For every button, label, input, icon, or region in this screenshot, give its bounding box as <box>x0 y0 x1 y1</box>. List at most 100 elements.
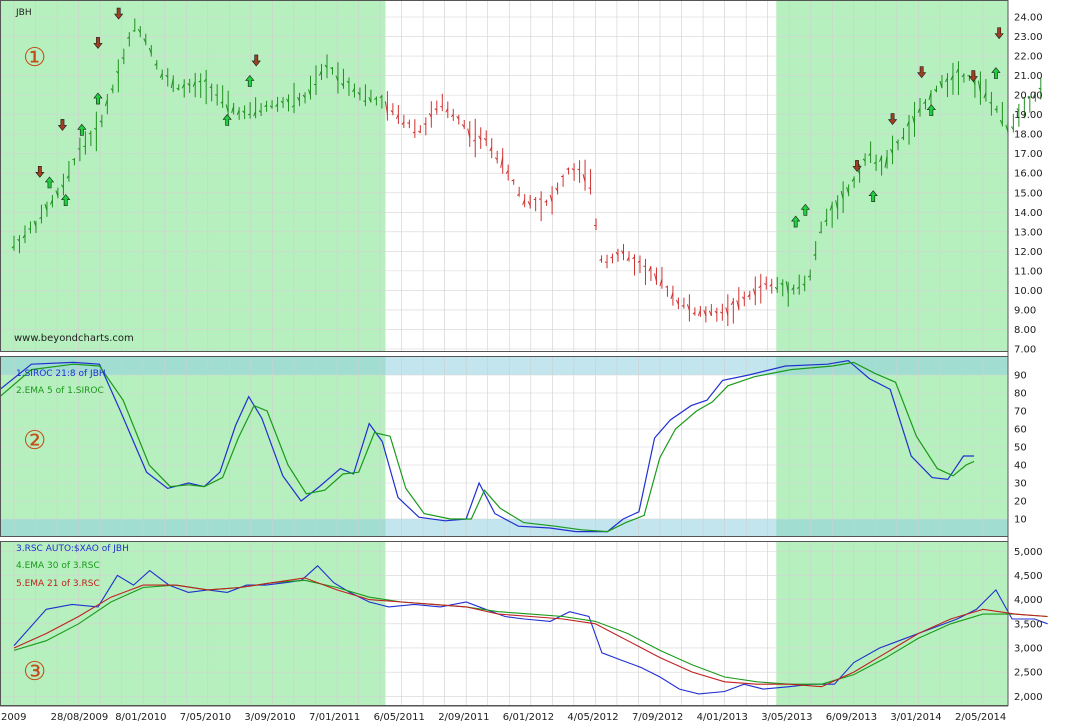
highlight-region-0-0 <box>0 0 386 352</box>
buy-signal-arrow <box>868 190 878 202</box>
buy-signal-arrow <box>77 123 87 136</box>
price-bar-tick <box>401 121 405 125</box>
data-layer <box>0 7 1048 695</box>
sell-signal-arrow <box>994 27 1004 40</box>
price-bar-tick <box>917 107 921 113</box>
price-bar-tick <box>791 286 795 291</box>
price-bar-tick <box>143 38 147 44</box>
price-bar-tick <box>780 282 784 286</box>
price-bar-tick <box>829 203 833 211</box>
y-tick-label: 15.00 <box>1014 188 1043 199</box>
price-bar-tick <box>945 77 948 83</box>
price-bar-tick <box>291 104 295 108</box>
price-bar-tick <box>428 113 432 118</box>
price-bar-tick <box>956 68 959 73</box>
price-bar-tick <box>681 304 685 307</box>
price-bar-tick <box>297 96 300 102</box>
price-bar-tick <box>516 193 520 196</box>
price-bar-tick <box>934 88 937 93</box>
highlight-region-1-0 <box>776 0 1008 352</box>
price-bar-tick <box>127 36 130 39</box>
buy-signal-arrow <box>245 74 255 87</box>
price-bar-tick <box>813 253 816 257</box>
price-bar-tick <box>846 186 850 195</box>
price-bar-tick <box>49 199 53 205</box>
price-bar-tick <box>159 73 163 79</box>
price-bar-tick <box>994 108 998 111</box>
price-bar-tick <box>939 80 943 89</box>
price-bar-tick <box>1010 126 1014 130</box>
price-bar-tick <box>418 130 421 133</box>
y-tick-label: 2,500 <box>1014 668 1043 679</box>
y-tick-label: 4,000 <box>1014 595 1043 606</box>
y-tick-label: 4,500 <box>1014 571 1043 582</box>
price-bar-tick <box>538 198 542 200</box>
price-bar-tick <box>802 283 806 286</box>
series-line-1-1 <box>0 361 975 533</box>
price-bar-tick <box>384 101 388 114</box>
sell-signal-arrow <box>968 70 978 83</box>
price-bar-tick <box>637 260 641 263</box>
price-bar-tick <box>884 155 888 168</box>
price-bar-tick <box>747 294 751 298</box>
price-bar-tick <box>247 113 251 116</box>
sell-signal-arrow <box>57 119 68 131</box>
buy-signal-arrow <box>991 67 1001 79</box>
price-bar-tick <box>187 82 191 87</box>
price-bar-tick <box>730 300 734 306</box>
price-bar-tick <box>390 110 394 113</box>
y-tick-label: 7.00 <box>1014 345 1036 356</box>
y-tick-label: 13.00 <box>1014 227 1043 238</box>
buy-signal-arrow <box>791 215 801 228</box>
frame-layer <box>0 0 1009 707</box>
sell-signal-arrow <box>93 37 103 49</box>
price-bar-tick <box>264 104 267 108</box>
y-tick-label: 3,000 <box>1014 643 1043 654</box>
symbol-label: JBH <box>15 8 32 18</box>
buy-signal-arrow <box>800 203 810 216</box>
y-tick-label: 12.00 <box>1014 247 1043 258</box>
band-0 <box>0 357 1008 375</box>
price-bar-tick <box>231 106 235 113</box>
price-bar-tick <box>511 179 514 182</box>
price-bar-tick <box>928 91 932 101</box>
price-bar-tick <box>302 94 306 98</box>
price-bar-tick <box>352 88 355 93</box>
price-bar-tick <box>220 101 223 104</box>
price-bar-tick <box>862 158 866 162</box>
price-bar-tick <box>137 28 141 33</box>
buy-signal-arrow <box>93 92 103 105</box>
x-tick-label: 3/05/2013 <box>761 712 812 723</box>
price-bar-tick <box>703 309 707 316</box>
price-bar-tick <box>489 146 493 152</box>
price-bar-tick <box>99 120 103 123</box>
y-tick-label: 10.00 <box>1014 286 1043 297</box>
price-bar-tick <box>176 87 180 91</box>
price-bar-tick <box>500 156 504 168</box>
y-tick-label: 18.00 <box>1014 130 1043 141</box>
price-bar-tick <box>544 200 547 203</box>
price-bar-tick <box>785 281 789 294</box>
price-bar-tick <box>912 116 916 124</box>
price-bar-tick <box>999 119 1003 125</box>
price-bar-tick <box>494 157 498 160</box>
price-bar-tick <box>599 258 602 261</box>
price-bar-tick <box>66 175 70 179</box>
y-tick-label: 16.00 <box>1014 169 1043 180</box>
price-bar-tick <box>11 245 15 249</box>
x-tick-label: 28/08/2009 <box>51 712 109 723</box>
price-bar-tick <box>1027 95 1031 99</box>
price-bar-tick <box>77 148 81 150</box>
price-bar-tick <box>873 161 877 164</box>
price-bar-tick <box>374 97 377 100</box>
x-tick-label: 4/05/2012 <box>567 712 618 723</box>
price-bar-tick <box>456 115 460 120</box>
price-bar-tick <box>88 132 92 135</box>
axis-background <box>1008 0 1089 725</box>
price-bar-tick <box>445 108 449 113</box>
price-bar-tick <box>1022 97 1025 100</box>
price-bar-tick <box>769 283 773 287</box>
y-tick-label: 2,000 <box>1014 692 1043 703</box>
price-bar-tick <box>275 103 278 108</box>
price-bar-tick <box>280 100 284 104</box>
